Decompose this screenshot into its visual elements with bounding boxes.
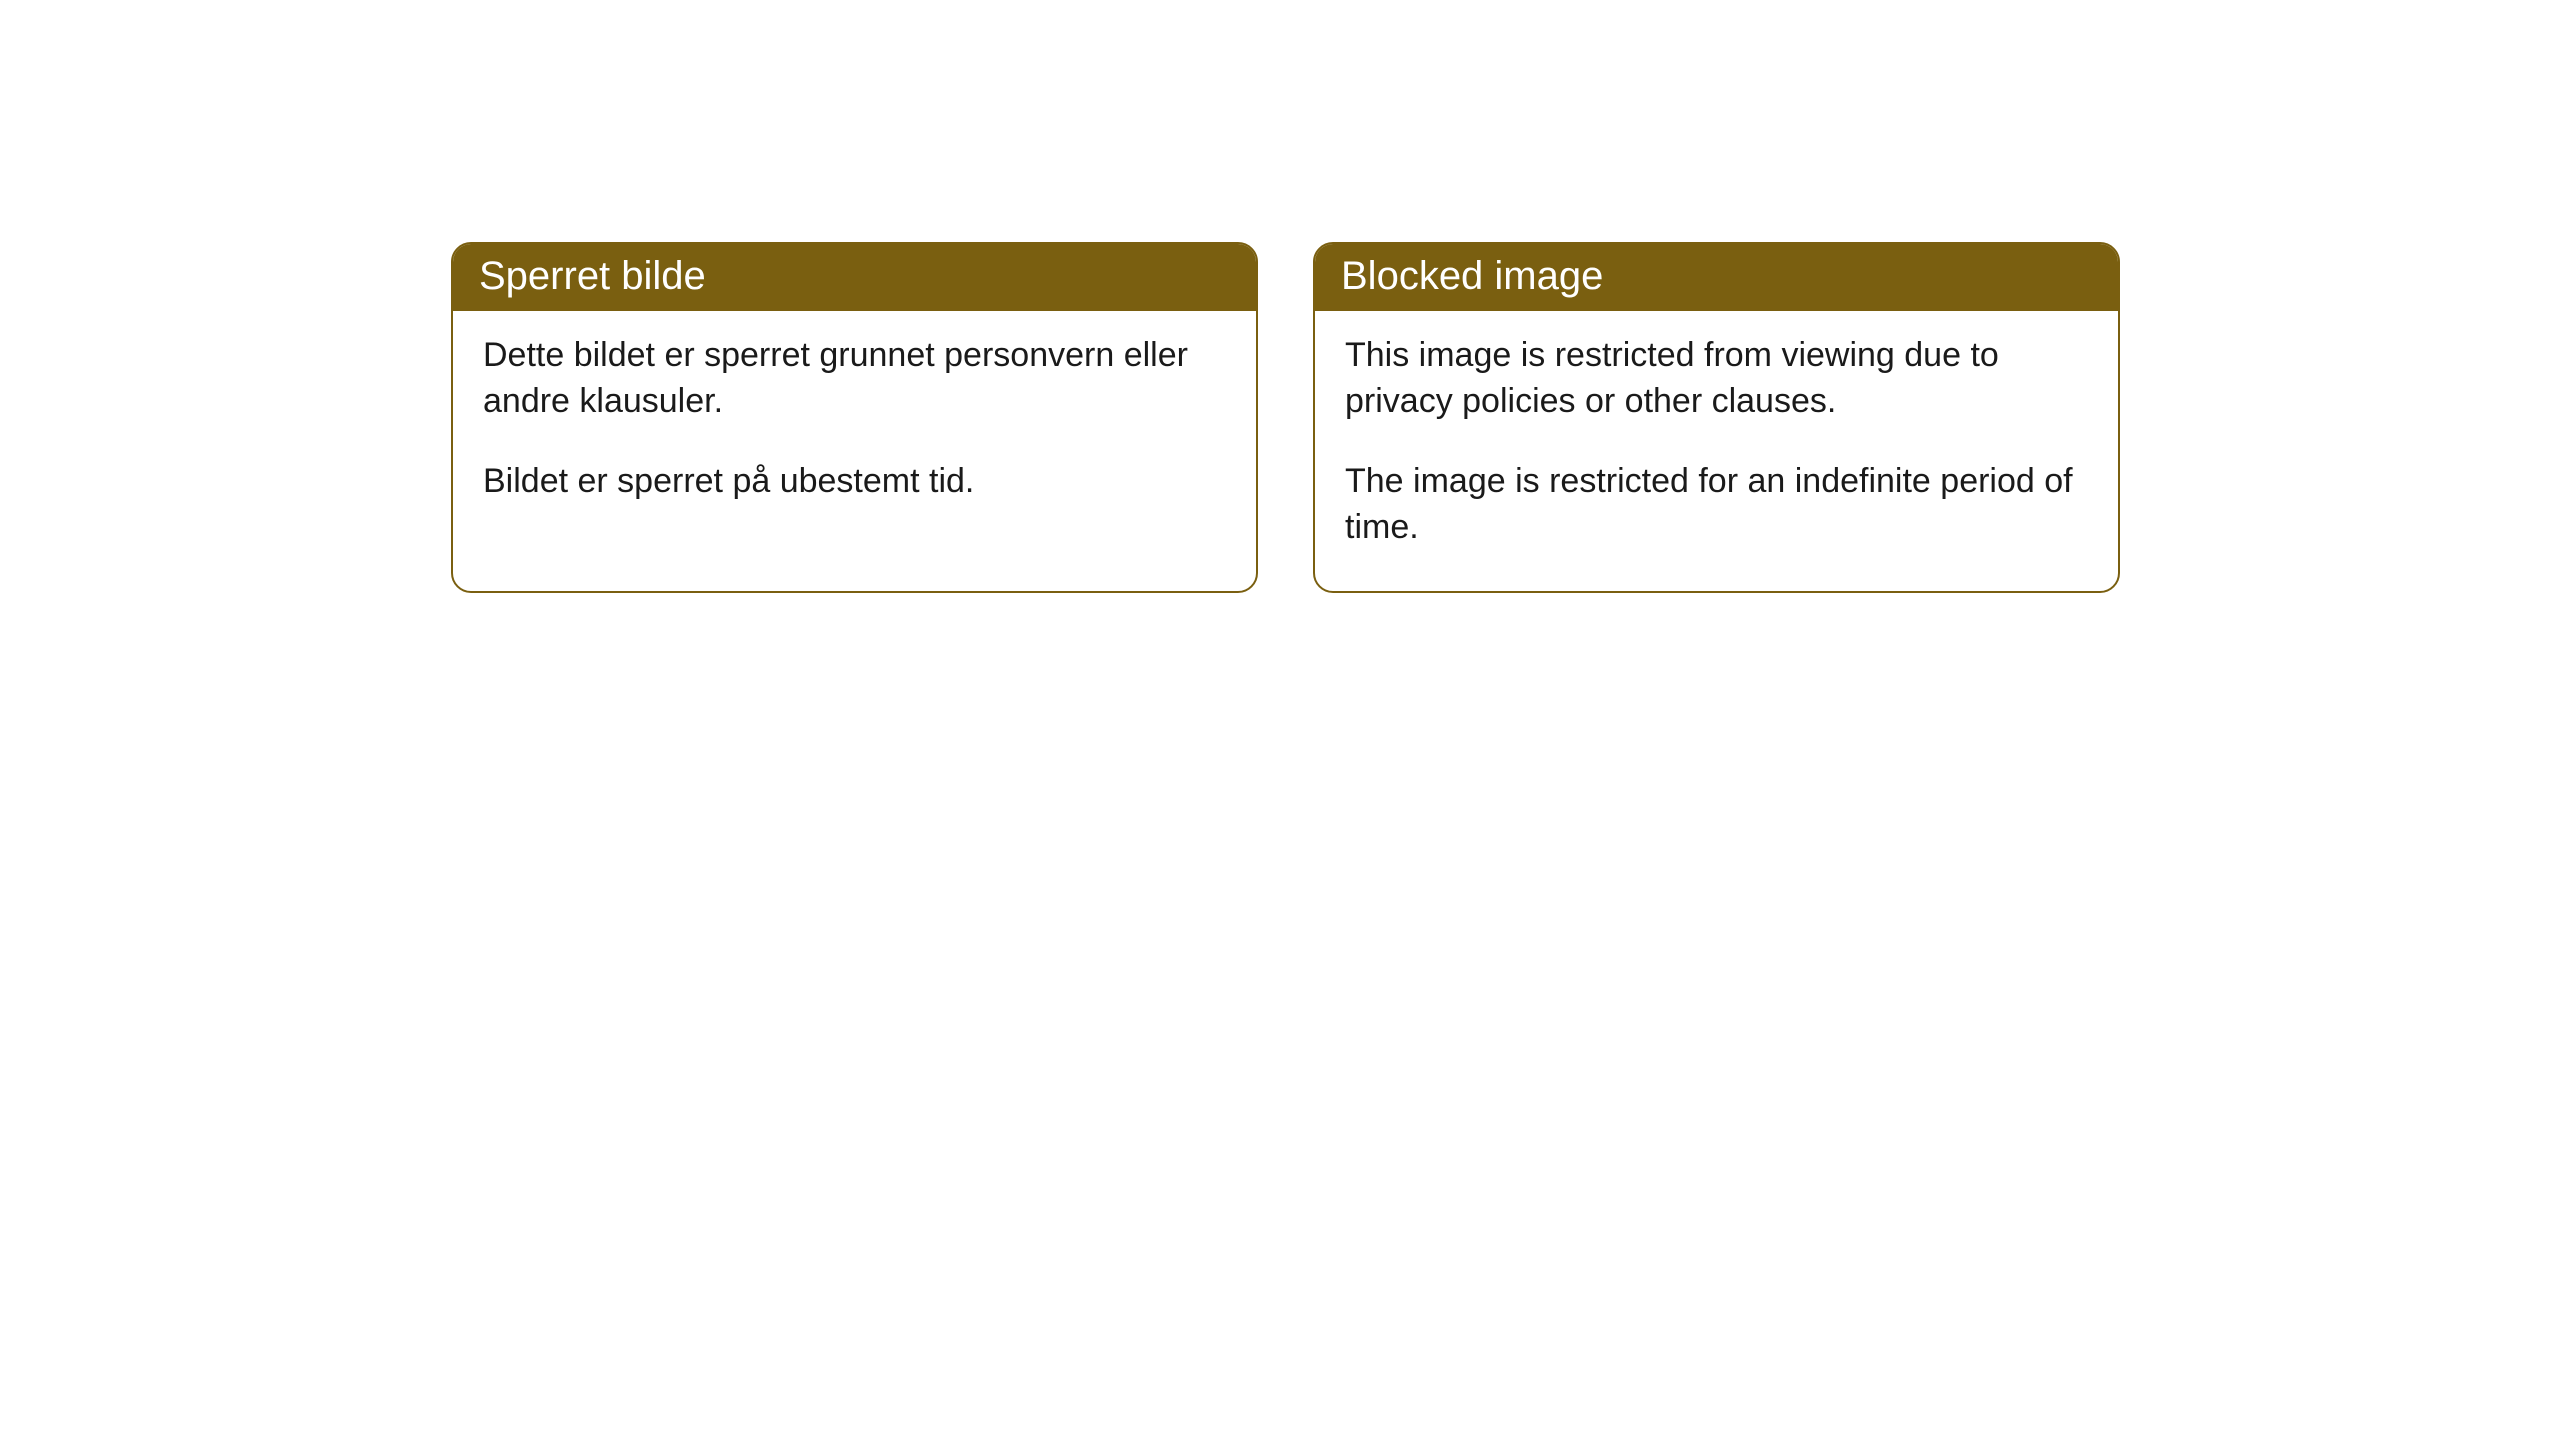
card-paragraph-2: The image is restricted for an indefinit… <box>1345 459 2088 551</box>
card-paragraph-1: Dette bildet er sperret grunnet personve… <box>483 333 1226 425</box>
card-header-english: Blocked image <box>1315 244 2118 311</box>
card-header-norwegian: Sperret bilde <box>453 244 1256 311</box>
card-paragraph-1: This image is restricted from viewing du… <box>1345 333 2088 425</box>
blocked-image-card-norwegian: Sperret bilde Dette bildet er sperret gr… <box>451 242 1258 593</box>
card-body-norwegian: Dette bildet er sperret grunnet personve… <box>453 311 1256 545</box>
card-body-english: This image is restricted from viewing du… <box>1315 311 2118 591</box>
card-paragraph-2: Bildet er sperret på ubestemt tid. <box>483 459 1226 505</box>
blocked-image-card-english: Blocked image This image is restricted f… <box>1313 242 2120 593</box>
card-title: Sperret bilde <box>479 254 706 298</box>
card-title: Blocked image <box>1341 254 1603 298</box>
notice-cards-container: Sperret bilde Dette bildet er sperret gr… <box>0 0 2560 593</box>
